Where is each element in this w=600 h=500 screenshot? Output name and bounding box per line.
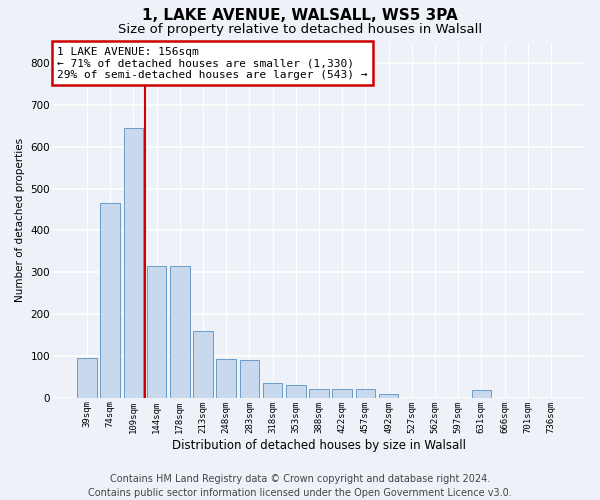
Bar xyxy=(77,358,97,398)
Bar xyxy=(239,360,259,398)
Bar xyxy=(193,330,213,398)
Bar xyxy=(124,128,143,398)
Bar xyxy=(286,385,305,398)
Bar xyxy=(379,394,398,398)
X-axis label: Distribution of detached houses by size in Walsall: Distribution of detached houses by size … xyxy=(172,440,466,452)
Bar xyxy=(100,204,120,398)
Bar xyxy=(217,358,236,398)
Bar xyxy=(332,389,352,398)
Bar xyxy=(356,389,375,398)
Bar xyxy=(263,383,283,398)
Text: Size of property relative to detached houses in Walsall: Size of property relative to detached ho… xyxy=(118,22,482,36)
Text: 1, LAKE AVENUE, WALSALL, WS5 3PA: 1, LAKE AVENUE, WALSALL, WS5 3PA xyxy=(142,8,458,22)
Y-axis label: Number of detached properties: Number of detached properties xyxy=(15,138,25,302)
Bar xyxy=(309,389,329,398)
Bar xyxy=(170,266,190,398)
Bar xyxy=(147,266,166,398)
Text: 1 LAKE AVENUE: 156sqm
← 71% of detached houses are smaller (1,330)
29% of semi-d: 1 LAKE AVENUE: 156sqm ← 71% of detached … xyxy=(57,46,368,80)
Text: Contains HM Land Registry data © Crown copyright and database right 2024.
Contai: Contains HM Land Registry data © Crown c… xyxy=(88,474,512,498)
Bar xyxy=(472,390,491,398)
